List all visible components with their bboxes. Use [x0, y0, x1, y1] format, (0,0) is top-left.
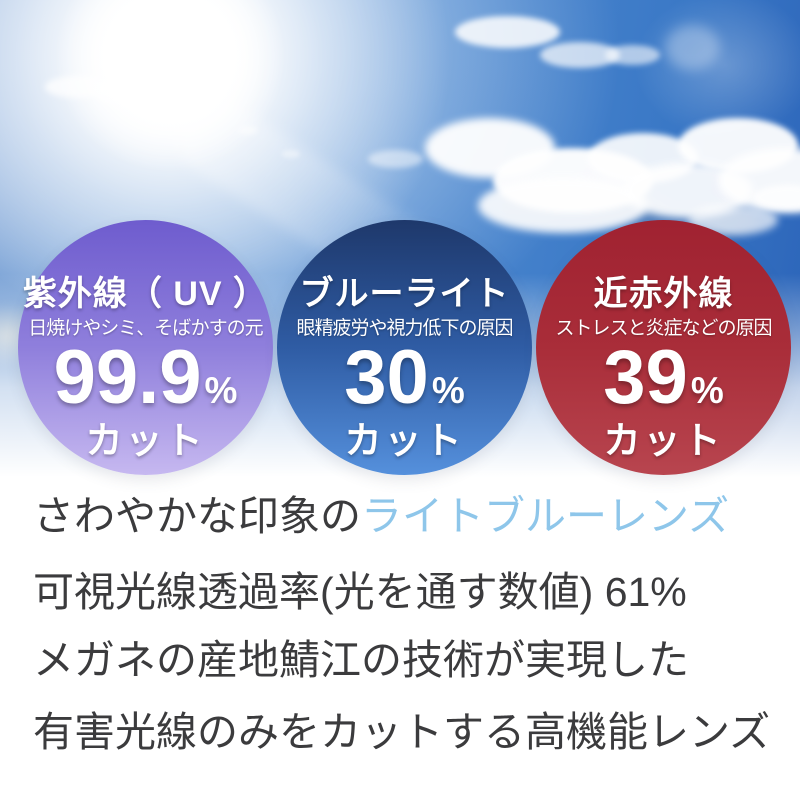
stat-value: 30 % [277, 336, 532, 420]
stat-subtitle: ストレスと炎症などの原因 [555, 318, 772, 339]
stat-cut-label: カット [603, 420, 724, 461]
stat-title: 紫外線（ UV ） [22, 275, 269, 313]
stat-title: ブルーライト [299, 275, 510, 313]
stat-number: 99.9 [53, 335, 202, 420]
percent-sign: % [204, 370, 238, 411]
stat-circle-near-infrared: 近赤外線 ストレスと炎症などの原因 39 % カット [536, 220, 791, 475]
caption-line-2: 可視光線透過率(光を通す数値) 61% [33, 569, 687, 615]
stat-circle-blue-light: ブルーライト 眼精疲労や視力低下の原因 30 % カット [277, 220, 532, 475]
stat-subtitle: 眼精疲労や視力低下の原因 [296, 318, 513, 339]
caption-line-1-highlight: ライトブルーレンズ [361, 493, 730, 539]
stat-cut-label: カット [85, 420, 206, 461]
percent-sign: % [690, 370, 724, 411]
caption-line-4: 有害光線のみをカットする高機能レンズ [33, 709, 771, 755]
caption-line-3: メガネの産地鯖江の技術が実現した [33, 637, 689, 683]
caption-line-1: さわやかな印象のライトブルーレンズ [33, 492, 729, 541]
stat-number: 39 [603, 335, 688, 420]
stat-cut-label: カット [344, 420, 465, 461]
stat-number: 30 [344, 335, 429, 420]
stat-subtitle: 日焼けやシミ、そばかすの元 [28, 318, 263, 339]
caption-line-1-prefix: さわやかな印象の [33, 493, 361, 539]
stat-value: 39 % [536, 336, 791, 420]
stat-circle-uv: 紫外線（ UV ） 日焼けやシミ、そばかすの元 99.9 % カット [18, 220, 273, 475]
percent-sign: % [431, 370, 465, 411]
stat-value: 99.9 % [18, 336, 273, 420]
sky-background [0, 0, 800, 497]
stat-title: 近赤外線 [593, 275, 734, 313]
